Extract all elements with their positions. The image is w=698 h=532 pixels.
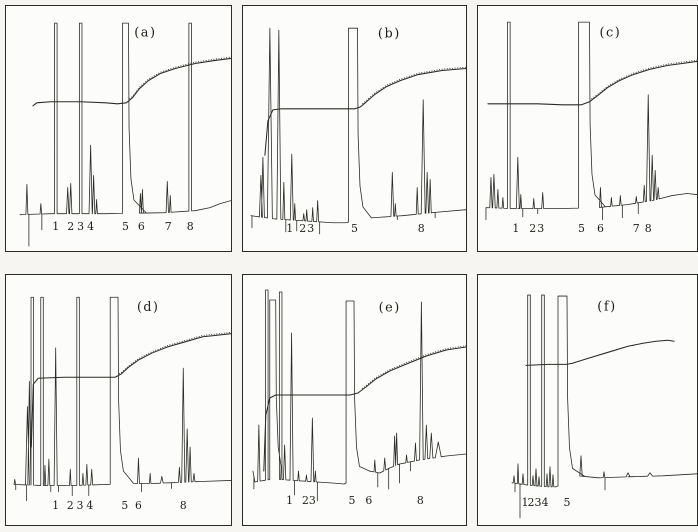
integrator-serration bbox=[361, 345, 466, 390]
panel-letter-label: (a) bbox=[134, 26, 156, 41]
peak-number-label: 6 bbox=[135, 499, 142, 512]
peak-number-label: 8 bbox=[418, 222, 425, 235]
detector-trace bbox=[485, 21, 697, 221]
chromatogram-a: (a) 1 2 3 4 5 6 7 8 bbox=[19, 22, 231, 247]
chromatogram-b: (b) 1 2 3 5 8 bbox=[250, 27, 466, 235]
peak-number-label: 2 bbox=[529, 222, 536, 235]
detector-trace bbox=[250, 27, 466, 235]
peak-number-label: 7 bbox=[165, 220, 172, 233]
integrator-serration bbox=[118, 331, 231, 375]
integrator-trace bbox=[32, 57, 231, 107]
peak-number-label: 8 bbox=[417, 494, 424, 507]
detector-trace bbox=[252, 289, 466, 502]
detector-trace bbox=[19, 22, 231, 247]
integrator-serration bbox=[362, 66, 466, 105]
peak-number-label: 5 bbox=[121, 499, 128, 512]
peak-number-label: 6 bbox=[365, 494, 372, 507]
peak-number-label: 2 bbox=[299, 222, 306, 235]
peak-number-label: 4 bbox=[87, 220, 94, 233]
peak-number-label: 5 bbox=[122, 220, 129, 233]
peak-number-label: 1 bbox=[286, 222, 293, 235]
peak-number-label: 3 bbox=[307, 222, 314, 235]
panel-d: (d) 1 2 3 4 5 6 8 bbox=[5, 274, 232, 526]
integrator-serration bbox=[129, 56, 231, 100]
integrator-trace bbox=[525, 339, 675, 366]
detector-trace bbox=[13, 296, 231, 502]
peak-number-label: 1 bbox=[512, 222, 519, 235]
peak-number-label: 2 bbox=[527, 496, 534, 509]
panel-c: (c) 1 2 3 5 6 7 8 bbox=[477, 5, 698, 252]
integrator-trace bbox=[487, 60, 697, 106]
peak-number-label: 3 bbox=[537, 222, 544, 235]
peak-number-label: 2 bbox=[302, 494, 309, 507]
integrator-serration bbox=[591, 59, 697, 100]
peak-number-label: 8 bbox=[180, 499, 187, 512]
panel-letter-label: (d) bbox=[137, 300, 159, 315]
peak-number-label: 3 bbox=[534, 496, 541, 509]
peak-number-label: 4 bbox=[86, 499, 93, 512]
detector-trace bbox=[511, 294, 697, 519]
chromatogram-e: (e) 1 2 3 5 6 8 bbox=[252, 289, 466, 507]
integrator-trace bbox=[30, 333, 231, 448]
peak-number-label: 3 bbox=[309, 494, 316, 507]
chromatogram-c: (c) 1 2 3 5 6 7 8 bbox=[485, 21, 697, 235]
peak-number-label: 8 bbox=[187, 220, 194, 233]
peak-number-label: 1 bbox=[52, 220, 59, 233]
peak-number-label: 1 bbox=[521, 496, 528, 509]
panel-e: (e) 1 2 3 5 6 8 bbox=[242, 274, 467, 526]
peak-number-label: 5 bbox=[563, 496, 570, 509]
peak-number-label: 3 bbox=[77, 499, 84, 512]
peak-number-label: 2 bbox=[67, 220, 74, 233]
panel-letter-label: (b) bbox=[378, 27, 401, 42]
peak-number-label: 5 bbox=[351, 222, 358, 235]
peak-number-label: 2 bbox=[67, 499, 74, 512]
panel-letter-label: (e) bbox=[379, 300, 401, 315]
peak-number-label: 6 bbox=[597, 222, 604, 235]
peak-number-label: 3 bbox=[77, 220, 84, 233]
peak-number-label: 8 bbox=[645, 222, 652, 235]
panel-letter-label: (c) bbox=[599, 26, 621, 41]
peak-number-label: 1 bbox=[52, 499, 59, 512]
peak-number-label: 7 bbox=[633, 222, 640, 235]
peak-number-label: 1 bbox=[286, 494, 293, 507]
integrator-trace bbox=[263, 346, 466, 472]
panel-b: (b) 1 2 3 5 8 bbox=[242, 5, 467, 252]
integrator-trace bbox=[264, 67, 466, 156]
peak-number-label: 4 bbox=[541, 496, 548, 509]
peak-number-label: 5 bbox=[578, 222, 585, 235]
chromatogram-f: (f) 12 3 4 5 bbox=[511, 294, 697, 519]
chromatogram-d: (d) 1 2 3 4 5 6 8 bbox=[13, 296, 231, 512]
peak-number-label: 6 bbox=[138, 220, 145, 233]
peak-number-label: 5 bbox=[349, 494, 356, 507]
panel-letter-label: (f) bbox=[597, 300, 616, 315]
panel-a: (a) 1 2 3 4 5 6 7 8 bbox=[5, 5, 232, 252]
panel-f: (f) 1 2 3 4 5 bbox=[477, 274, 698, 526]
